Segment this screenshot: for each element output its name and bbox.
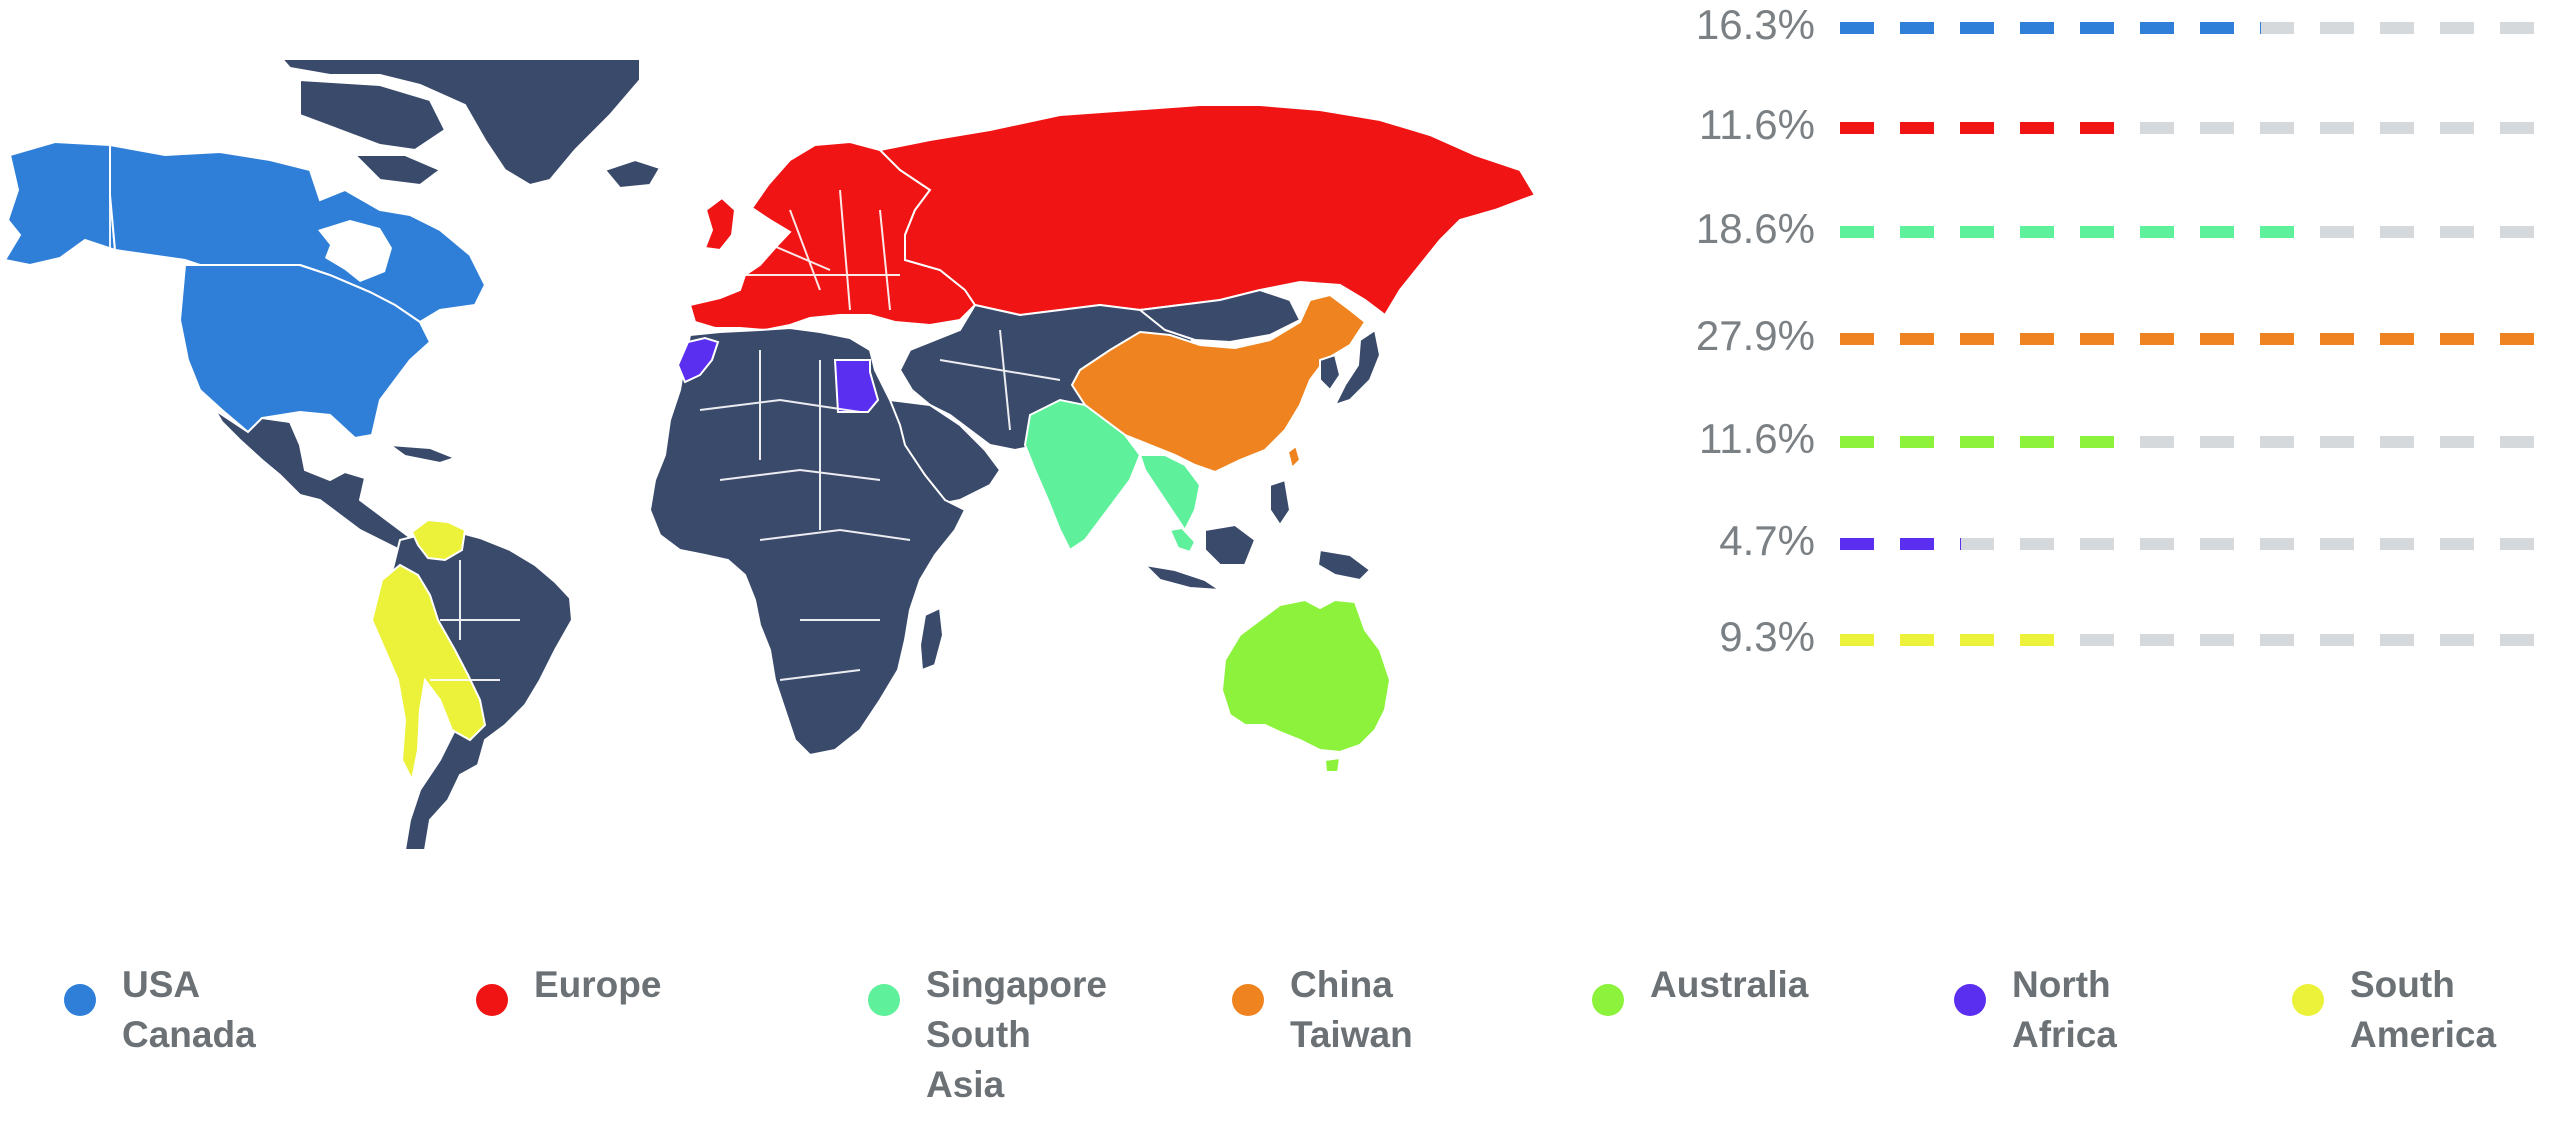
map-japan [1333, 328, 1382, 407]
bar-australia [1840, 436, 2560, 448]
map-russia [877, 104, 1537, 317]
legend: USA Canada Europe Singapore South Asia China Ta… [0, 960, 2560, 1124]
legend-label-line: USA [122, 964, 201, 1005]
bar-value-label-europe: 11.6% [1699, 101, 1815, 148]
bar-north-africa [1840, 538, 2560, 550]
bar-usa-canada [1840, 22, 2560, 34]
bar-china-taiwan [1840, 333, 2560, 345]
legend-label-line: Europe [534, 964, 662, 1005]
bar-value-label-north-africa: 4.7% [1719, 517, 1815, 564]
map-egypt [833, 359, 880, 413]
bar-value-label-south-america: 9.3% [1719, 613, 1815, 660]
map-mexico-central-america [214, 409, 422, 557]
map-usa [178, 264, 432, 440]
map-hudson-bay [318, 220, 392, 282]
map-korea [1319, 353, 1342, 392]
legend-dot-icon [64, 984, 96, 1016]
map-alaska [3, 140, 117, 267]
legend-label-line: Africa [2012, 1014, 2117, 1055]
legend-dot-icon [1592, 984, 1624, 1016]
bar-value-label-usa-canada: 16.3% [1695, 1, 1815, 48]
map-uk [703, 196, 737, 252]
map-andes-2 [370, 563, 487, 784]
map-arctic-islands-2 [352, 154, 442, 187]
bar-south-america [1840, 634, 2560, 646]
legend-dot-icon [2292, 984, 2324, 1016]
map-china [1070, 293, 1367, 474]
legend-label-line: Taiwan [1290, 1014, 1413, 1055]
legend-label-line: Asia [926, 1064, 1005, 1105]
map-iceland [603, 158, 662, 190]
legend-label: Australia [1650, 960, 1808, 1010]
legend-label: China Taiwan [1290, 960, 1413, 1060]
bar-value-label-australia: 11.6% [1699, 415, 1815, 462]
map-india [1023, 398, 1142, 552]
world-map [3, 60, 1537, 850]
legend-item-usa-canada: USA Canada [64, 960, 256, 1060]
legend-label-line: North [2012, 964, 2111, 1005]
bar-value-label-singapore-south-asia: 18.6% [1695, 205, 1815, 252]
legend-item-singapore-south-asia: Singapore South Asia [868, 960, 1107, 1110]
map-se-asia [1138, 454, 1202, 532]
legend-label-line: Singapore [926, 964, 1107, 1005]
map-canada [109, 143, 487, 324]
map-png [1316, 548, 1372, 582]
map-taiwan [1286, 444, 1302, 470]
legend-dot-icon [1954, 984, 1986, 1016]
map-borders [109, 145, 1061, 681]
legend-label: USA Canada [122, 960, 256, 1060]
legend-label: Europe [534, 960, 661, 1010]
legend-item-australia: Australia [1592, 960, 1808, 1016]
legend-label-line: Australia [1650, 964, 1809, 1005]
legend-label-line: Canada [122, 1014, 256, 1055]
legend-label-line: America [2350, 1014, 2497, 1055]
map-borneo [1204, 523, 1257, 566]
map-arctic-islands [299, 78, 447, 152]
legend-label: Singapore South Asia [926, 960, 1107, 1110]
map-africa [648, 326, 967, 757]
map-greenland [281, 60, 641, 187]
bar-singapore-south-asia [1840, 226, 2560, 238]
map-andes [410, 518, 467, 562]
map-morocco [676, 336, 720, 384]
map-malay [1168, 526, 1197, 554]
map-madagascar [918, 606, 945, 672]
legend-label-line: South [2350, 964, 2455, 1005]
map-tasmania [1323, 756, 1342, 773]
map-indonesia [1142, 563, 1224, 592]
map-caribbean [386, 443, 458, 465]
legend-dot-icon [868, 984, 900, 1016]
legend-label-line: China [1290, 964, 1393, 1005]
legend-label-line: South [926, 1014, 1031, 1055]
map-philippines [1269, 478, 1292, 527]
bar-value-label-china-taiwan: 27.9% [1695, 312, 1815, 359]
legend-dot-icon [476, 984, 508, 1016]
legend-item-china-taiwan: China Taiwan [1232, 960, 1413, 1060]
bar-europe [1840, 122, 2560, 134]
legend-item-south-america: South America [2292, 960, 2496, 1060]
legend-item-north-africa: North Africa [1954, 960, 2117, 1060]
legend-label: South America [2350, 960, 2496, 1060]
legend-dot-icon [1232, 984, 1264, 1016]
map-australia [1220, 598, 1392, 754]
legend-item-europe: Europe [476, 960, 661, 1016]
legend-label: North Africa [2012, 960, 2117, 1060]
